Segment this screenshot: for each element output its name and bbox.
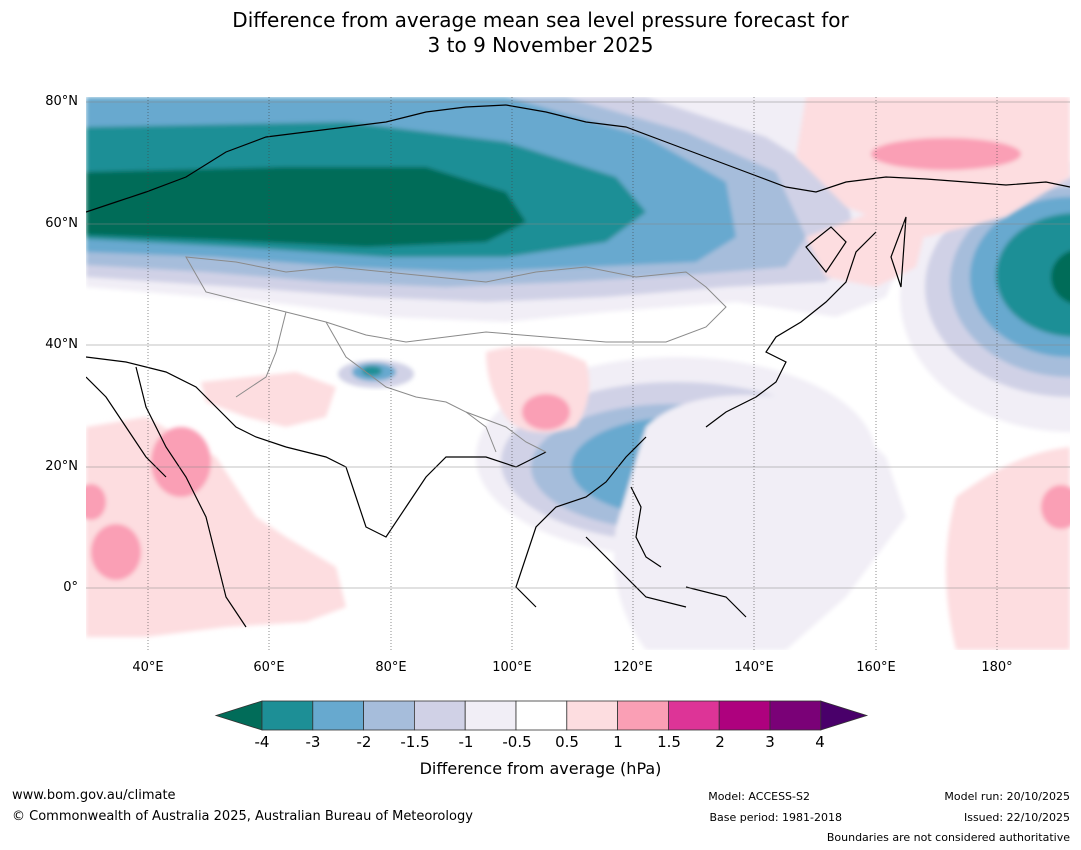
website-link[interactable]: www.bom.gov.au/climate [12, 788, 176, 803]
colorbar-segment [668, 700, 720, 731]
graticule [86, 97, 1070, 650]
tibet-small-anomaly [338, 360, 414, 388]
positive-anomaly-areas [86, 97, 1070, 650]
colorbar-segment [515, 700, 568, 731]
lon-label-160e: 160°E [856, 660, 896, 675]
map-title: Difference from average mean sea level p… [0, 8, 1081, 58]
country-borders [185, 256, 727, 453]
model-name: Model: ACCESS-S2 [708, 790, 810, 803]
colorbar-tick: -1 [458, 733, 474, 751]
colorbar-segment [464, 700, 517, 731]
colorbar-tick: -1.5 [400, 733, 430, 751]
colorbar-segment [718, 700, 771, 731]
colorbar-segment [261, 700, 314, 731]
lat-label-80n: 80°N [45, 94, 78, 109]
lon-label-120e: 120°E [613, 660, 653, 675]
lon-label-60e: 60°E [253, 660, 285, 675]
colorbar-tick: 2 [715, 733, 725, 751]
colorbar-tick: -3 [305, 733, 321, 751]
colorbar-tick: 1.5 [657, 733, 681, 751]
lat-label-60n: 60°N [45, 216, 78, 231]
model-run-date: Model run: 20/10/2025 [944, 790, 1070, 803]
colorbar-extend-high [820, 700, 869, 731]
lat-label-20n: 20°N [45, 459, 78, 474]
lon-label-140e: 140°E [734, 660, 774, 675]
lon-label-40e: 40°E [132, 660, 164, 675]
title-line-1: Difference from average mean sea level p… [232, 8, 849, 32]
lon-label-100e: 100°E [492, 660, 532, 675]
base-period: Base period: 1981-2018 [709, 811, 842, 824]
pressure-anomaly-map[interactable] [86, 97, 1070, 650]
lon-label-180: 180° [981, 660, 1013, 675]
negative-anomaly-north [86, 97, 916, 322]
colorbar-tick: 0.5 [555, 733, 579, 751]
negative-anomaly-west-pacific [476, 357, 906, 650]
colorbar-segment [363, 700, 415, 731]
colorbar-tick: -4 [254, 733, 270, 751]
colorbar-tick: -2 [356, 733, 372, 751]
lon-label-80e: 80°E [375, 660, 407, 675]
lat-label-40n: 40°N [45, 337, 78, 352]
issued-date: Issued: 22/10/2025 [963, 811, 1070, 824]
colorbar-segment [312, 700, 364, 731]
colorbar-tick: 3 [765, 733, 775, 751]
colorbar-extend-low [214, 700, 263, 731]
colorbar-tick: 1 [613, 733, 623, 751]
coastlines [86, 104, 1070, 628]
colorbar-tick: 4 [815, 733, 825, 751]
colorbar-segment [769, 700, 822, 731]
lat-label-0: 0° [63, 580, 78, 595]
colorbar-segment [617, 700, 669, 731]
copyright-text: © Commonwealth of Australia 2025, Austra… [12, 809, 473, 824]
colorbar-label: Difference from average (hPa) [419, 759, 662, 778]
colorbar-segment [566, 700, 618, 731]
colorbar-tick: -0.5 [502, 733, 532, 751]
colorbar-segment [413, 700, 466, 731]
title-line-2: 3 to 9 November 2025 [427, 33, 654, 57]
boundaries-disclaimer: Boundaries are not considered authoritat… [826, 831, 1070, 844]
